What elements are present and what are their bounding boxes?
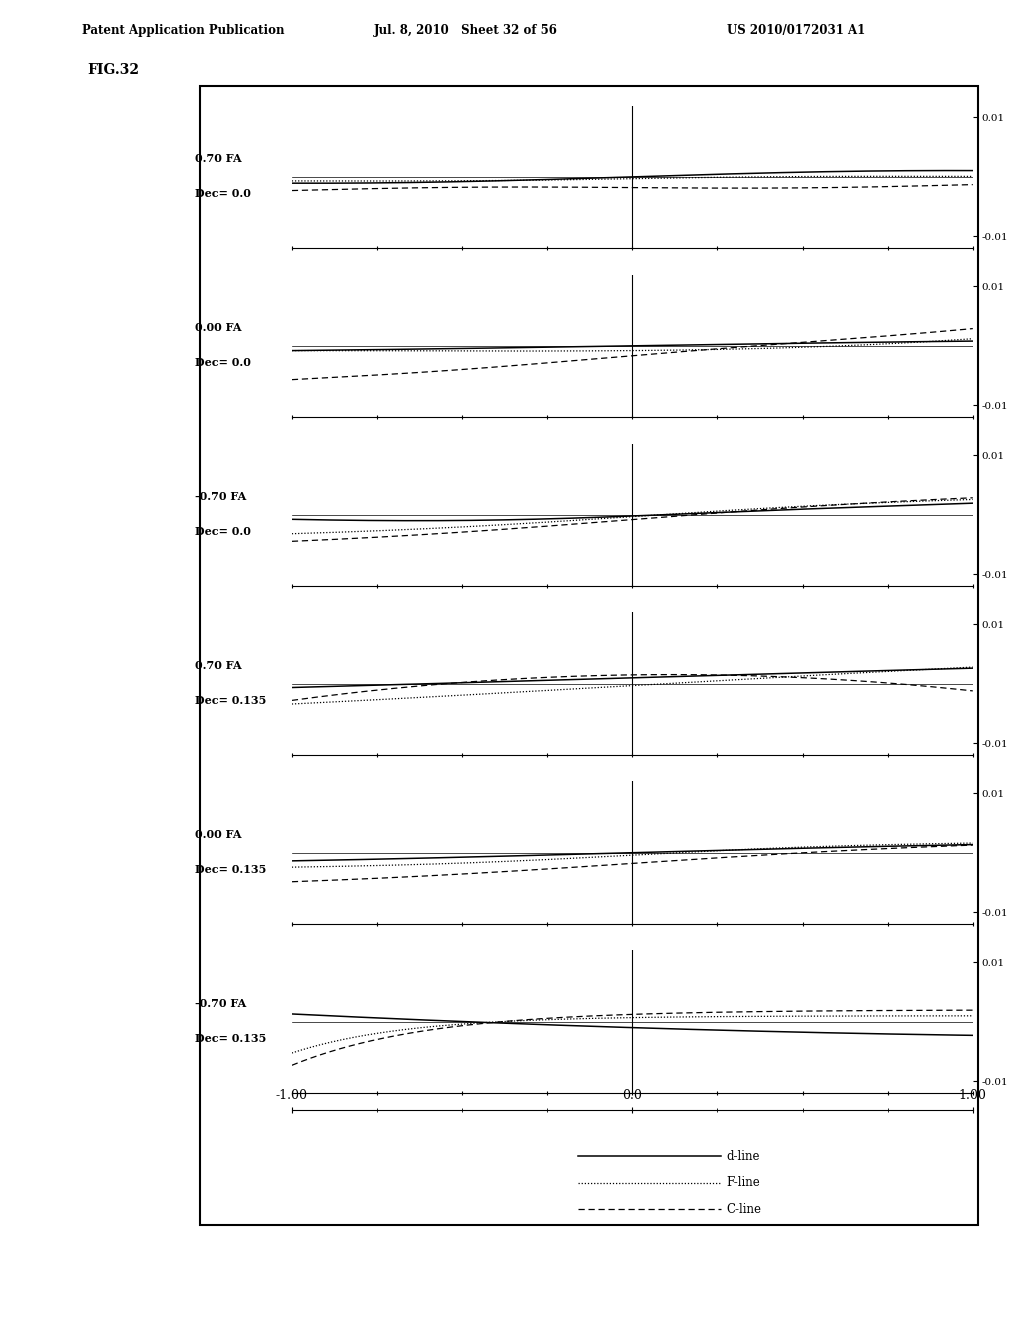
Text: -0.70 FA: -0.70 FA bbox=[195, 491, 246, 502]
Text: US 2010/0172031 A1: US 2010/0172031 A1 bbox=[727, 24, 865, 37]
Text: Dec= 0.135: Dec= 0.135 bbox=[195, 1034, 266, 1044]
Text: 0.70 FA: 0.70 FA bbox=[195, 660, 242, 671]
Text: FIG.32: FIG.32 bbox=[87, 63, 139, 77]
Text: Dec= 0.135: Dec= 0.135 bbox=[195, 696, 266, 706]
Text: Dec= 0.0: Dec= 0.0 bbox=[195, 527, 251, 537]
Text: 0.70 FA: 0.70 FA bbox=[195, 153, 242, 164]
Text: 0.00 FA: 0.00 FA bbox=[195, 322, 241, 333]
Text: Dec= 0.0: Dec= 0.0 bbox=[195, 189, 251, 199]
Text: d-line: d-line bbox=[726, 1150, 760, 1163]
Text: 0.00 FA: 0.00 FA bbox=[195, 829, 241, 840]
Text: -0.70 FA: -0.70 FA bbox=[195, 998, 246, 1008]
Text: C-line: C-line bbox=[726, 1203, 761, 1216]
Text: Dec= 0.0: Dec= 0.0 bbox=[195, 358, 251, 368]
Text: Jul. 8, 2010   Sheet 32 of 56: Jul. 8, 2010 Sheet 32 of 56 bbox=[374, 24, 558, 37]
Text: Dec= 0.135: Dec= 0.135 bbox=[195, 865, 266, 875]
Text: Patent Application Publication: Patent Application Publication bbox=[82, 24, 285, 37]
Text: F-line: F-line bbox=[726, 1176, 760, 1189]
